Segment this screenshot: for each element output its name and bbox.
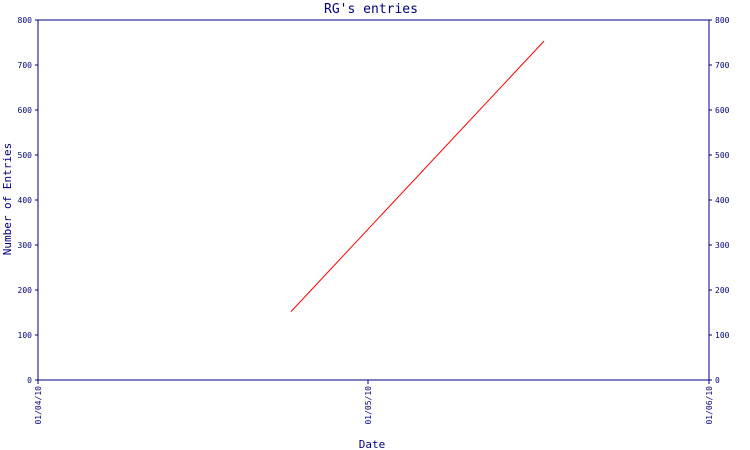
y-tick-label-left: 0: [27, 376, 32, 385]
y-tick-label-left: 100: [18, 331, 33, 340]
y-tick-label-left: 500: [18, 151, 33, 160]
y-tick-label-right: 600: [715, 106, 730, 115]
y-tick-label-left: 400: [18, 196, 33, 205]
y-tick-label-right: 200: [715, 286, 730, 295]
y-tick-label-left: 600: [18, 106, 33, 115]
y-tick-label-left: 700: [18, 61, 33, 70]
y-tick-label-left: 200: [18, 286, 33, 295]
y-tick-label-right: 300: [715, 241, 730, 250]
plot-area-frame: [37, 19, 710, 381]
x-tick-label: 01/06/10: [705, 386, 714, 425]
y-tick-label-right: 800: [715, 16, 730, 25]
x-tick-label: 01/04/10: [34, 386, 43, 425]
series-line: [290, 40, 545, 312]
y-tick-label-right: 500: [715, 151, 730, 160]
x-tick-label: 01/05/10: [364, 386, 373, 425]
y-tick-label-left: 300: [18, 241, 33, 250]
x-axis-label: Date: [359, 438, 386, 450]
y-tick-label-left: 800: [18, 16, 33, 25]
y-tick-label-right: 100: [715, 331, 730, 340]
y-tick-label-right: 400: [715, 196, 730, 205]
series-layer: [290, 40, 545, 312]
y-tick-label-right: 0: [715, 376, 720, 385]
axes-layer: 0 0 100 100 200 200 300 300 400 400 500 500 600 600 70…: [18, 16, 730, 425]
y-axis-label: Number of Entries: [1, 143, 14, 256]
chart-title: RG's entries: [324, 2, 418, 17]
y-tick-label-right: 700: [715, 61, 730, 70]
